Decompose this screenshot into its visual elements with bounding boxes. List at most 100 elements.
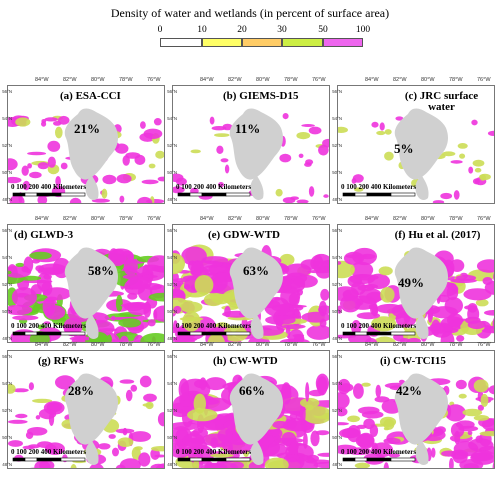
wetland-patch — [459, 153, 466, 159]
wetland-patch — [199, 377, 207, 391]
longitude-label: 78°W — [449, 77, 463, 83]
wetland-patch — [383, 418, 395, 430]
wetland-patch — [310, 253, 329, 273]
longitude-label: 76°W — [147, 342, 161, 348]
wetland-patch — [31, 398, 53, 403]
wetland-patch — [108, 434, 116, 439]
wetland-patch — [449, 457, 454, 468]
wetland-patch — [379, 122, 385, 131]
wetland-patch — [440, 192, 453, 200]
latitude-label: 56°N — [2, 354, 13, 360]
scale-labels: 0 100 200 400 Kilometers — [11, 448, 87, 456]
wetland-patch — [308, 126, 322, 135]
wetland-patch — [55, 375, 76, 390]
wetland-patch — [455, 379, 467, 390]
latitude-label: 54°N — [2, 255, 13, 261]
latitude-label: 52°N — [2, 143, 13, 149]
wetland-patch — [315, 430, 329, 436]
map-panel: (i) CW-TCI15 42% 0 100 200 400 Kilometers — [337, 350, 495, 469]
latitude-label: 56°N — [332, 228, 343, 234]
james-bay — [415, 176, 429, 200]
wetland-patch — [455, 274, 477, 281]
wetland-patch — [45, 442, 65, 455]
legend: Density of water and wetlands (in percen… — [0, 0, 500, 48]
wetland-patch — [485, 341, 493, 342]
longitude-label: 82°W — [228, 77, 242, 83]
wetland-patch — [55, 126, 63, 139]
wetland-patch — [441, 450, 457, 457]
latitude-label: 50°N — [2, 170, 13, 176]
wetland-patch — [488, 385, 494, 395]
wetland-patch — [8, 158, 18, 171]
scale-bar — [342, 192, 416, 197]
wetland-patch — [154, 454, 164, 458]
wetland-patch — [118, 318, 142, 328]
latitude-label: 50°N — [332, 309, 343, 315]
wetland-patch — [29, 171, 42, 179]
wetland-patch — [367, 273, 390, 289]
hudson-bay — [394, 247, 448, 319]
wetland-patch — [361, 382, 371, 387]
wetland-patch — [440, 331, 455, 342]
scale-bar — [12, 331, 86, 336]
wetland-patch — [479, 174, 486, 181]
wetland-patch — [150, 463, 164, 468]
latitude-label: 52°N — [167, 143, 178, 149]
wetland-patch — [194, 275, 214, 295]
wetland-patch — [467, 430, 473, 436]
wetland-patch — [323, 194, 329, 198]
panel-title: (a) ESA-CCI — [60, 90, 121, 102]
wetland-patch — [15, 117, 31, 127]
wetland-patch — [220, 158, 229, 163]
wetland-patch — [338, 407, 348, 417]
wetland-patch — [398, 379, 405, 384]
wetland-patch — [288, 292, 300, 306]
wetland-patch — [209, 116, 215, 125]
james-bay — [85, 176, 99, 200]
wetland-patch — [12, 315, 39, 321]
longitude-label: 78°W — [284, 342, 298, 348]
wetland-map — [173, 244, 329, 342]
wetland-patch — [340, 294, 361, 313]
wetland-patch — [31, 259, 41, 264]
latitude-label: 56°N — [2, 89, 13, 95]
longitude-label: 76°W — [312, 77, 326, 83]
panel-title: (i) CW-TCI15 — [380, 355, 446, 367]
wetland-patch — [57, 115, 70, 125]
wetland-patch — [476, 259, 494, 273]
longitude-label: 76°W — [312, 216, 326, 222]
scale-labels: 0 100 200 400 Kilometers — [11, 322, 87, 330]
wetland-patch — [125, 152, 141, 159]
latitude-label: 48°N — [2, 197, 13, 203]
latitude-label: 56°N — [332, 89, 343, 95]
wetland-patch — [284, 263, 312, 278]
wetland-patch — [299, 402, 306, 425]
wetland-patch — [44, 117, 58, 122]
legend-tick: 0 — [157, 25, 163, 35]
wetland-patch — [481, 328, 494, 334]
wetland-patch — [279, 153, 292, 163]
wetland-map — [8, 247, 164, 342]
james-bay — [85, 315, 99, 339]
longitude-label: 82°W — [228, 216, 242, 222]
panel-title: (h) CW-WTD — [213, 355, 278, 367]
wetland-patch — [306, 454, 319, 462]
map-panel: (a) ESA-CCI 21% 0 100 200 400 Kilometers — [7, 85, 165, 204]
longitude-label: 82°W — [228, 342, 242, 348]
wetland-map — [338, 108, 494, 203]
legend-swatch-50-100 — [323, 38, 363, 47]
legend-title: Density of water and wetlands (in percen… — [110, 6, 390, 20]
wetland-patch — [173, 272, 179, 282]
panel-title: (b) GIEMS-D15 — [223, 90, 299, 102]
james-bay — [85, 441, 99, 465]
wetland-patch — [472, 159, 485, 167]
wetland-patch — [15, 262, 25, 267]
wetland-patch — [28, 444, 41, 449]
latitude-label: 56°N — [167, 89, 178, 95]
legend-swatch-10-20 — [202, 38, 242, 47]
longitude-label: 76°W — [477, 216, 491, 222]
wetland-patch — [147, 319, 156, 327]
wetland-patch — [55, 176, 61, 187]
panel-title: (d) GLWD-3 — [14, 229, 74, 241]
wetland-patch — [445, 404, 466, 422]
